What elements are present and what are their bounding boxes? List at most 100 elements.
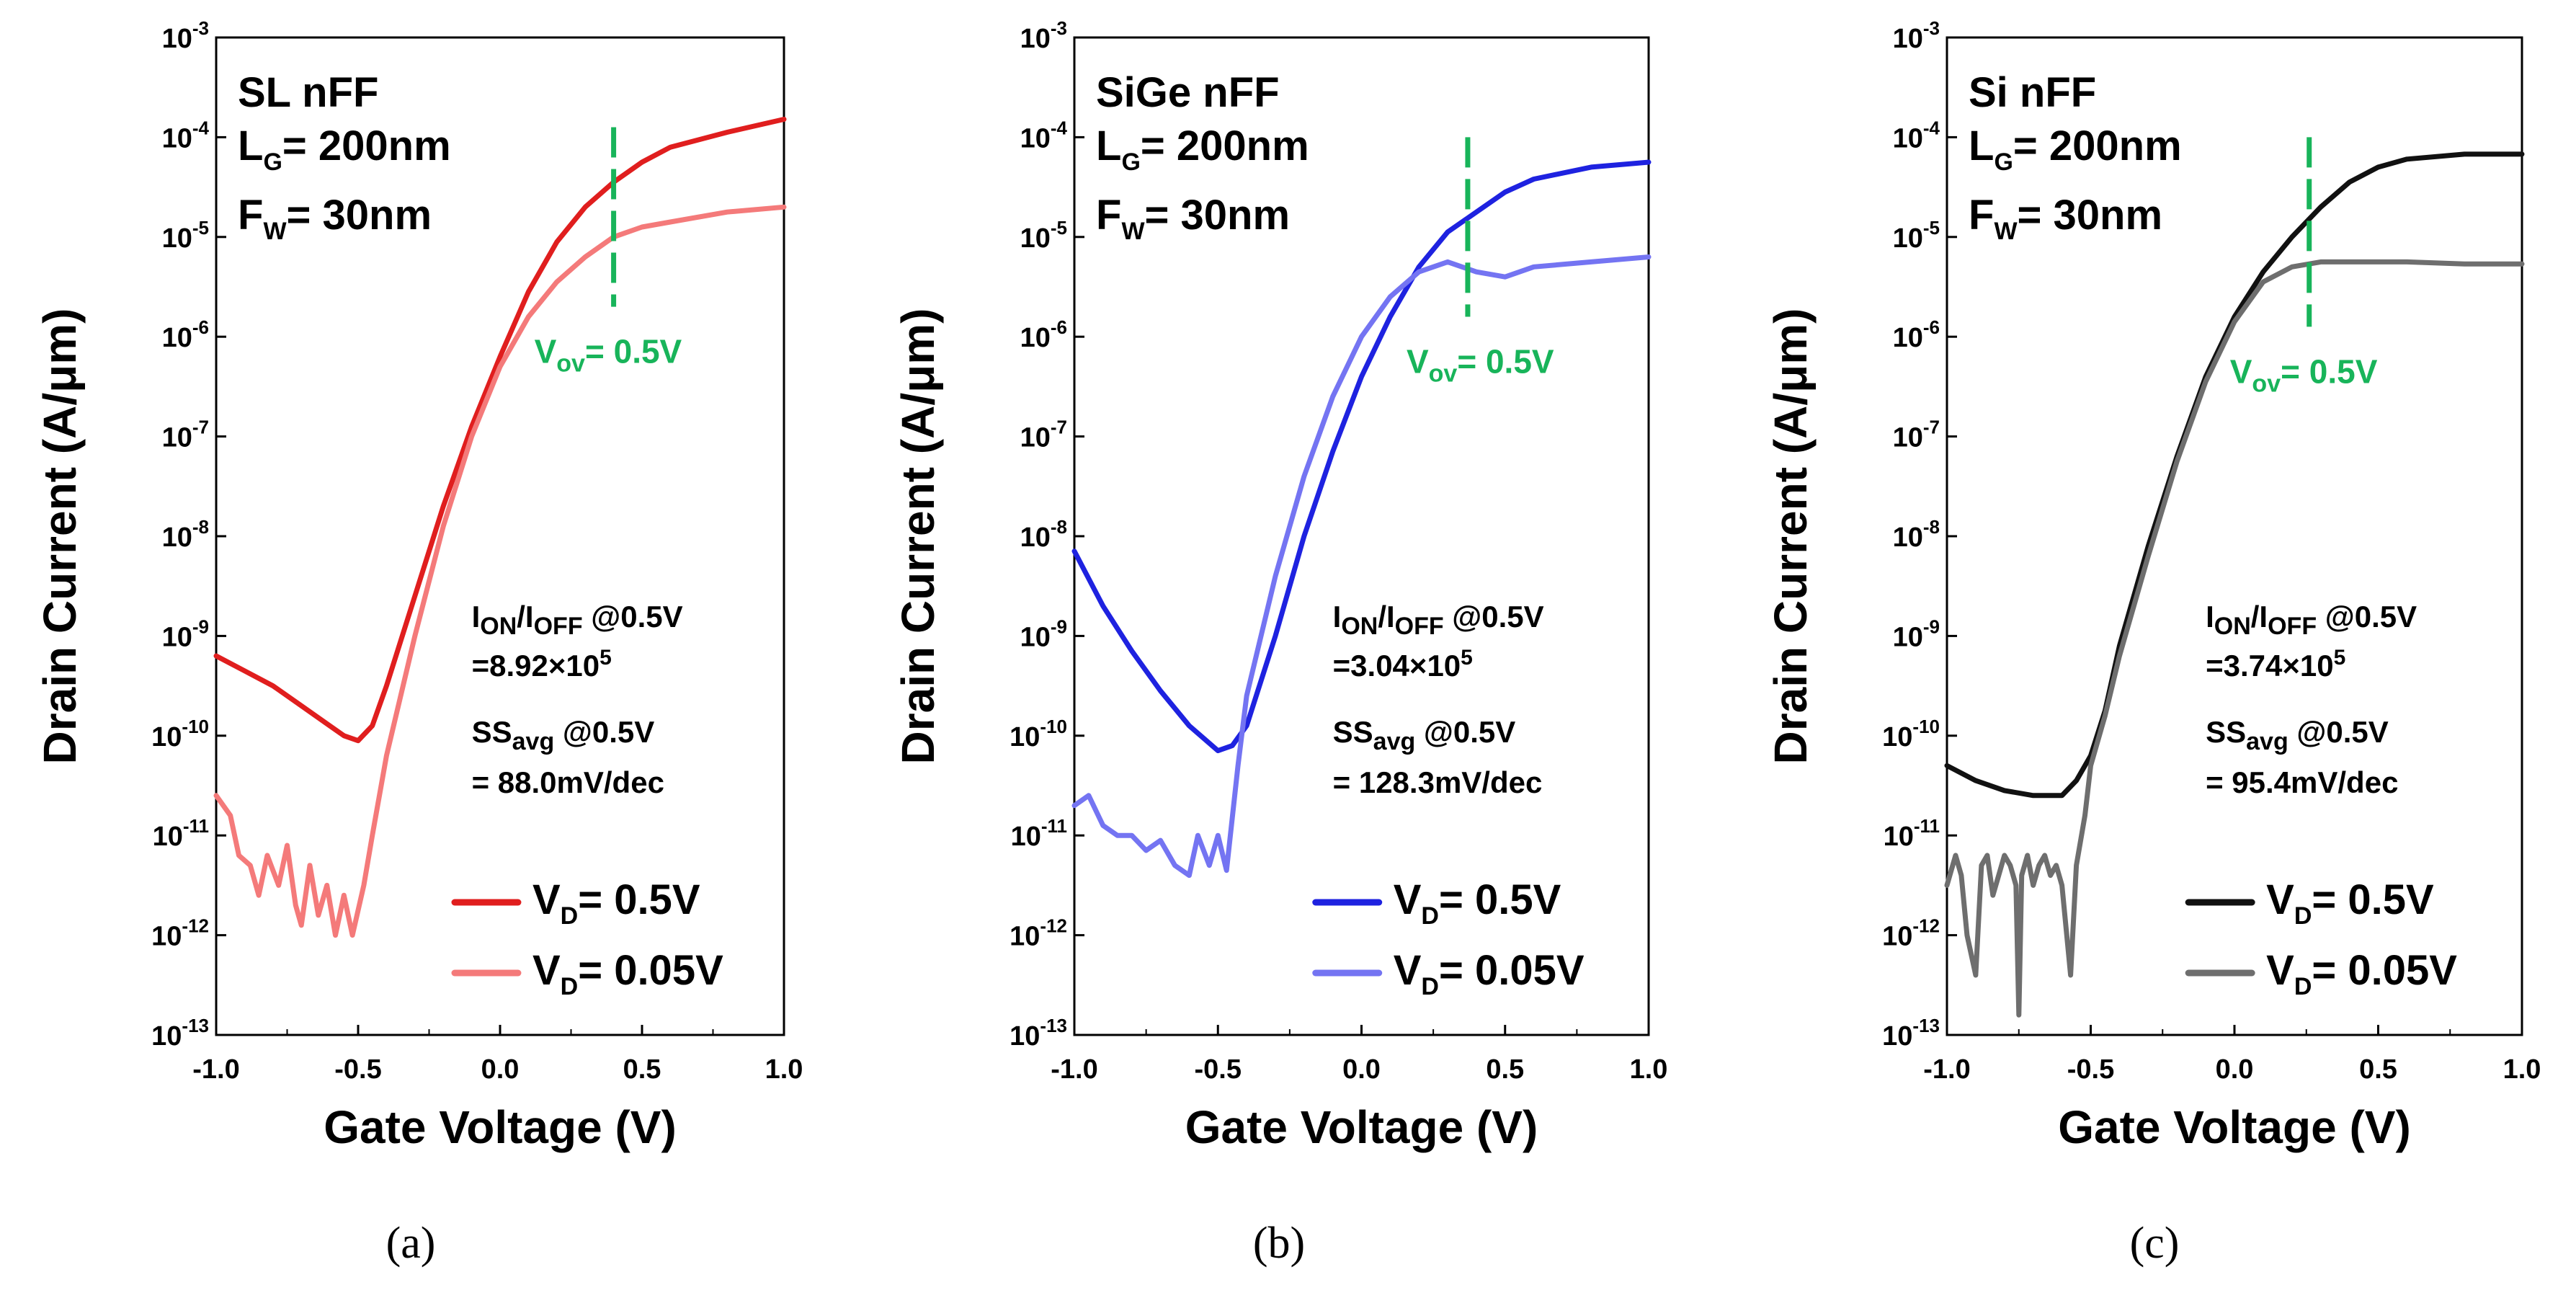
series-line-vd-0-5v xyxy=(1071,159,1652,754)
y-tick-label: 10-12 xyxy=(1010,915,1067,952)
y-tick-base: 10 xyxy=(1010,722,1040,752)
y-tick-exponent: -10 xyxy=(1912,716,1940,737)
ratio-tail: @0.5V xyxy=(2317,600,2417,634)
legend-var: V xyxy=(532,947,561,994)
vov-value: = 0.5V xyxy=(2281,352,2378,390)
ss-sub: avg xyxy=(512,728,555,755)
x-tick-label: 0.0 xyxy=(2216,1054,2254,1085)
y-tick-base: 10 xyxy=(1893,423,1923,453)
y-tick-label: 10-4 xyxy=(1893,117,1940,154)
vov-sub: ov xyxy=(2252,370,2281,397)
y-tick-exponent: -12 xyxy=(182,915,209,937)
y-tick-label: 10-13 xyxy=(1010,1015,1067,1052)
x-axis-label: Gate Voltage (V) xyxy=(1185,1101,1538,1153)
y-tick-exponent: -13 xyxy=(182,1015,209,1036)
vov-sub: ov xyxy=(1429,360,1458,388)
lg-value: = 200nm xyxy=(1141,123,1309,169)
y-tick-label: 10-9 xyxy=(162,615,209,652)
y-tick-label: 10-6 xyxy=(1893,316,1940,353)
legend-label: = 0.5V xyxy=(2312,876,2434,923)
on-off-ratio-label: ION/IOFF @0.5V xyxy=(472,600,683,640)
y-tick-exponent: -11 xyxy=(1041,815,1067,837)
fin-width-label: FW= 30nm xyxy=(1969,192,2162,245)
y-tick-label: 10-10 xyxy=(151,716,209,752)
panel-caption: (a) xyxy=(386,1219,436,1268)
lg-sub: G xyxy=(1994,148,2013,176)
y-tick-exponent: -7 xyxy=(1923,417,1940,438)
y-tick-label: 10-5 xyxy=(162,217,209,254)
y-tick-base: 10 xyxy=(1893,123,1923,154)
fw-value: = 30nm xyxy=(2018,192,2163,239)
ss-tail: @0.5V xyxy=(554,715,654,749)
y-tick-label: 10-9 xyxy=(1020,615,1067,652)
vov-var: V xyxy=(1407,343,1429,381)
y-tick-base: 10 xyxy=(1020,24,1051,54)
panel-caption: (b) xyxy=(1253,1219,1305,1268)
legend-sub: D xyxy=(2294,902,2312,930)
fw-sub: W xyxy=(263,218,287,245)
y-tick-base: 10 xyxy=(1020,622,1051,652)
y-tick-exponent: -5 xyxy=(192,217,209,239)
y-tick-exponent: -9 xyxy=(1051,615,1067,637)
legend-var: V xyxy=(2266,876,2294,923)
y-tick-label: 10-10 xyxy=(1882,716,1940,752)
ratio-i-on: I xyxy=(2206,600,2214,634)
legend-var: V xyxy=(1394,947,1422,994)
fw-var: F xyxy=(1096,192,1121,239)
gate-length-label: LG= 200nm xyxy=(238,123,451,176)
y-tick-exponent: -8 xyxy=(192,516,209,538)
vov-value: = 0.5V xyxy=(1457,343,1554,381)
y-tick-base: 10 xyxy=(151,722,182,752)
x-tick-label: 1.0 xyxy=(2503,1054,2541,1085)
y-tick-exponent: -5 xyxy=(1051,217,1067,239)
legend-sub: D xyxy=(561,902,579,930)
y-tick-label: 10-3 xyxy=(162,17,209,54)
ratio-on-sub: ON xyxy=(1341,613,1378,640)
ratio-exp: 5 xyxy=(600,646,612,670)
y-tick-exponent: -13 xyxy=(1040,1015,1067,1036)
ss-sub: avg xyxy=(1373,728,1416,755)
ratio-off-sub: OFF xyxy=(2268,613,2317,640)
fw-value: = 30nm xyxy=(287,192,432,239)
legend-entry: VD= 0.5V xyxy=(2266,876,2434,930)
y-tick-base: 10 xyxy=(1882,722,1912,752)
y-tick-label: 10-7 xyxy=(1893,417,1940,453)
ss-label: SSavg @0.5V xyxy=(2206,715,2389,755)
y-tick-base: 10 xyxy=(1020,323,1051,353)
y-tick-base: 10 xyxy=(1884,822,1914,852)
y-tick-exponent: -4 xyxy=(1923,117,1940,138)
lg-var: L xyxy=(1969,123,1994,169)
on-off-ratio-value: =8.92×105 xyxy=(472,646,612,683)
y-tick-base: 10 xyxy=(1893,323,1923,353)
y-tick-exponent: -11 xyxy=(183,815,209,837)
y-tick-label: 10-11 xyxy=(1011,815,1067,852)
fw-value: = 30nm xyxy=(1145,192,1291,239)
legend-entry: VD= 0.5V xyxy=(532,876,700,930)
legend-var: V xyxy=(2266,947,2294,994)
series-line-vd-0-05v xyxy=(213,204,787,938)
panel-a: 10-310-410-510-610-710-810-910-1010-1110… xyxy=(34,17,803,1268)
y-tick-label: 10-11 xyxy=(1884,815,1940,852)
legend-sub: D xyxy=(561,973,579,1000)
x-tick-label: 0.5 xyxy=(1486,1054,1524,1085)
legend-sub: D xyxy=(1421,973,1439,1000)
legend-sub: D xyxy=(1421,902,1439,930)
x-tick-label: -0.5 xyxy=(2067,1054,2114,1085)
ratio-on-sub: ON xyxy=(2214,613,2251,640)
y-tick-exponent: -13 xyxy=(1912,1015,1940,1036)
ss-pre: SS xyxy=(1333,715,1373,749)
y-tick-base: 10 xyxy=(162,622,192,652)
ratio-off-sub: OFF xyxy=(1395,613,1444,640)
ratio-value: =3.74×10 xyxy=(2206,649,2334,683)
y-tick-base: 10 xyxy=(153,822,183,852)
ratio-exp: 5 xyxy=(2334,646,2346,670)
y-tick-base: 10 xyxy=(162,323,192,353)
y-tick-label: 10-4 xyxy=(1020,117,1068,154)
ss-tail: @0.5V xyxy=(2288,715,2389,749)
y-tick-exponent: -4 xyxy=(192,117,210,138)
on-off-ratio-label: ION/IOFF @0.5V xyxy=(1333,600,1544,640)
x-tick-label: -1.0 xyxy=(192,1054,239,1085)
y-tick-base: 10 xyxy=(1882,922,1912,952)
ss-sub: avg xyxy=(2246,728,2288,755)
x-tick-label: 1.0 xyxy=(1630,1054,1668,1085)
